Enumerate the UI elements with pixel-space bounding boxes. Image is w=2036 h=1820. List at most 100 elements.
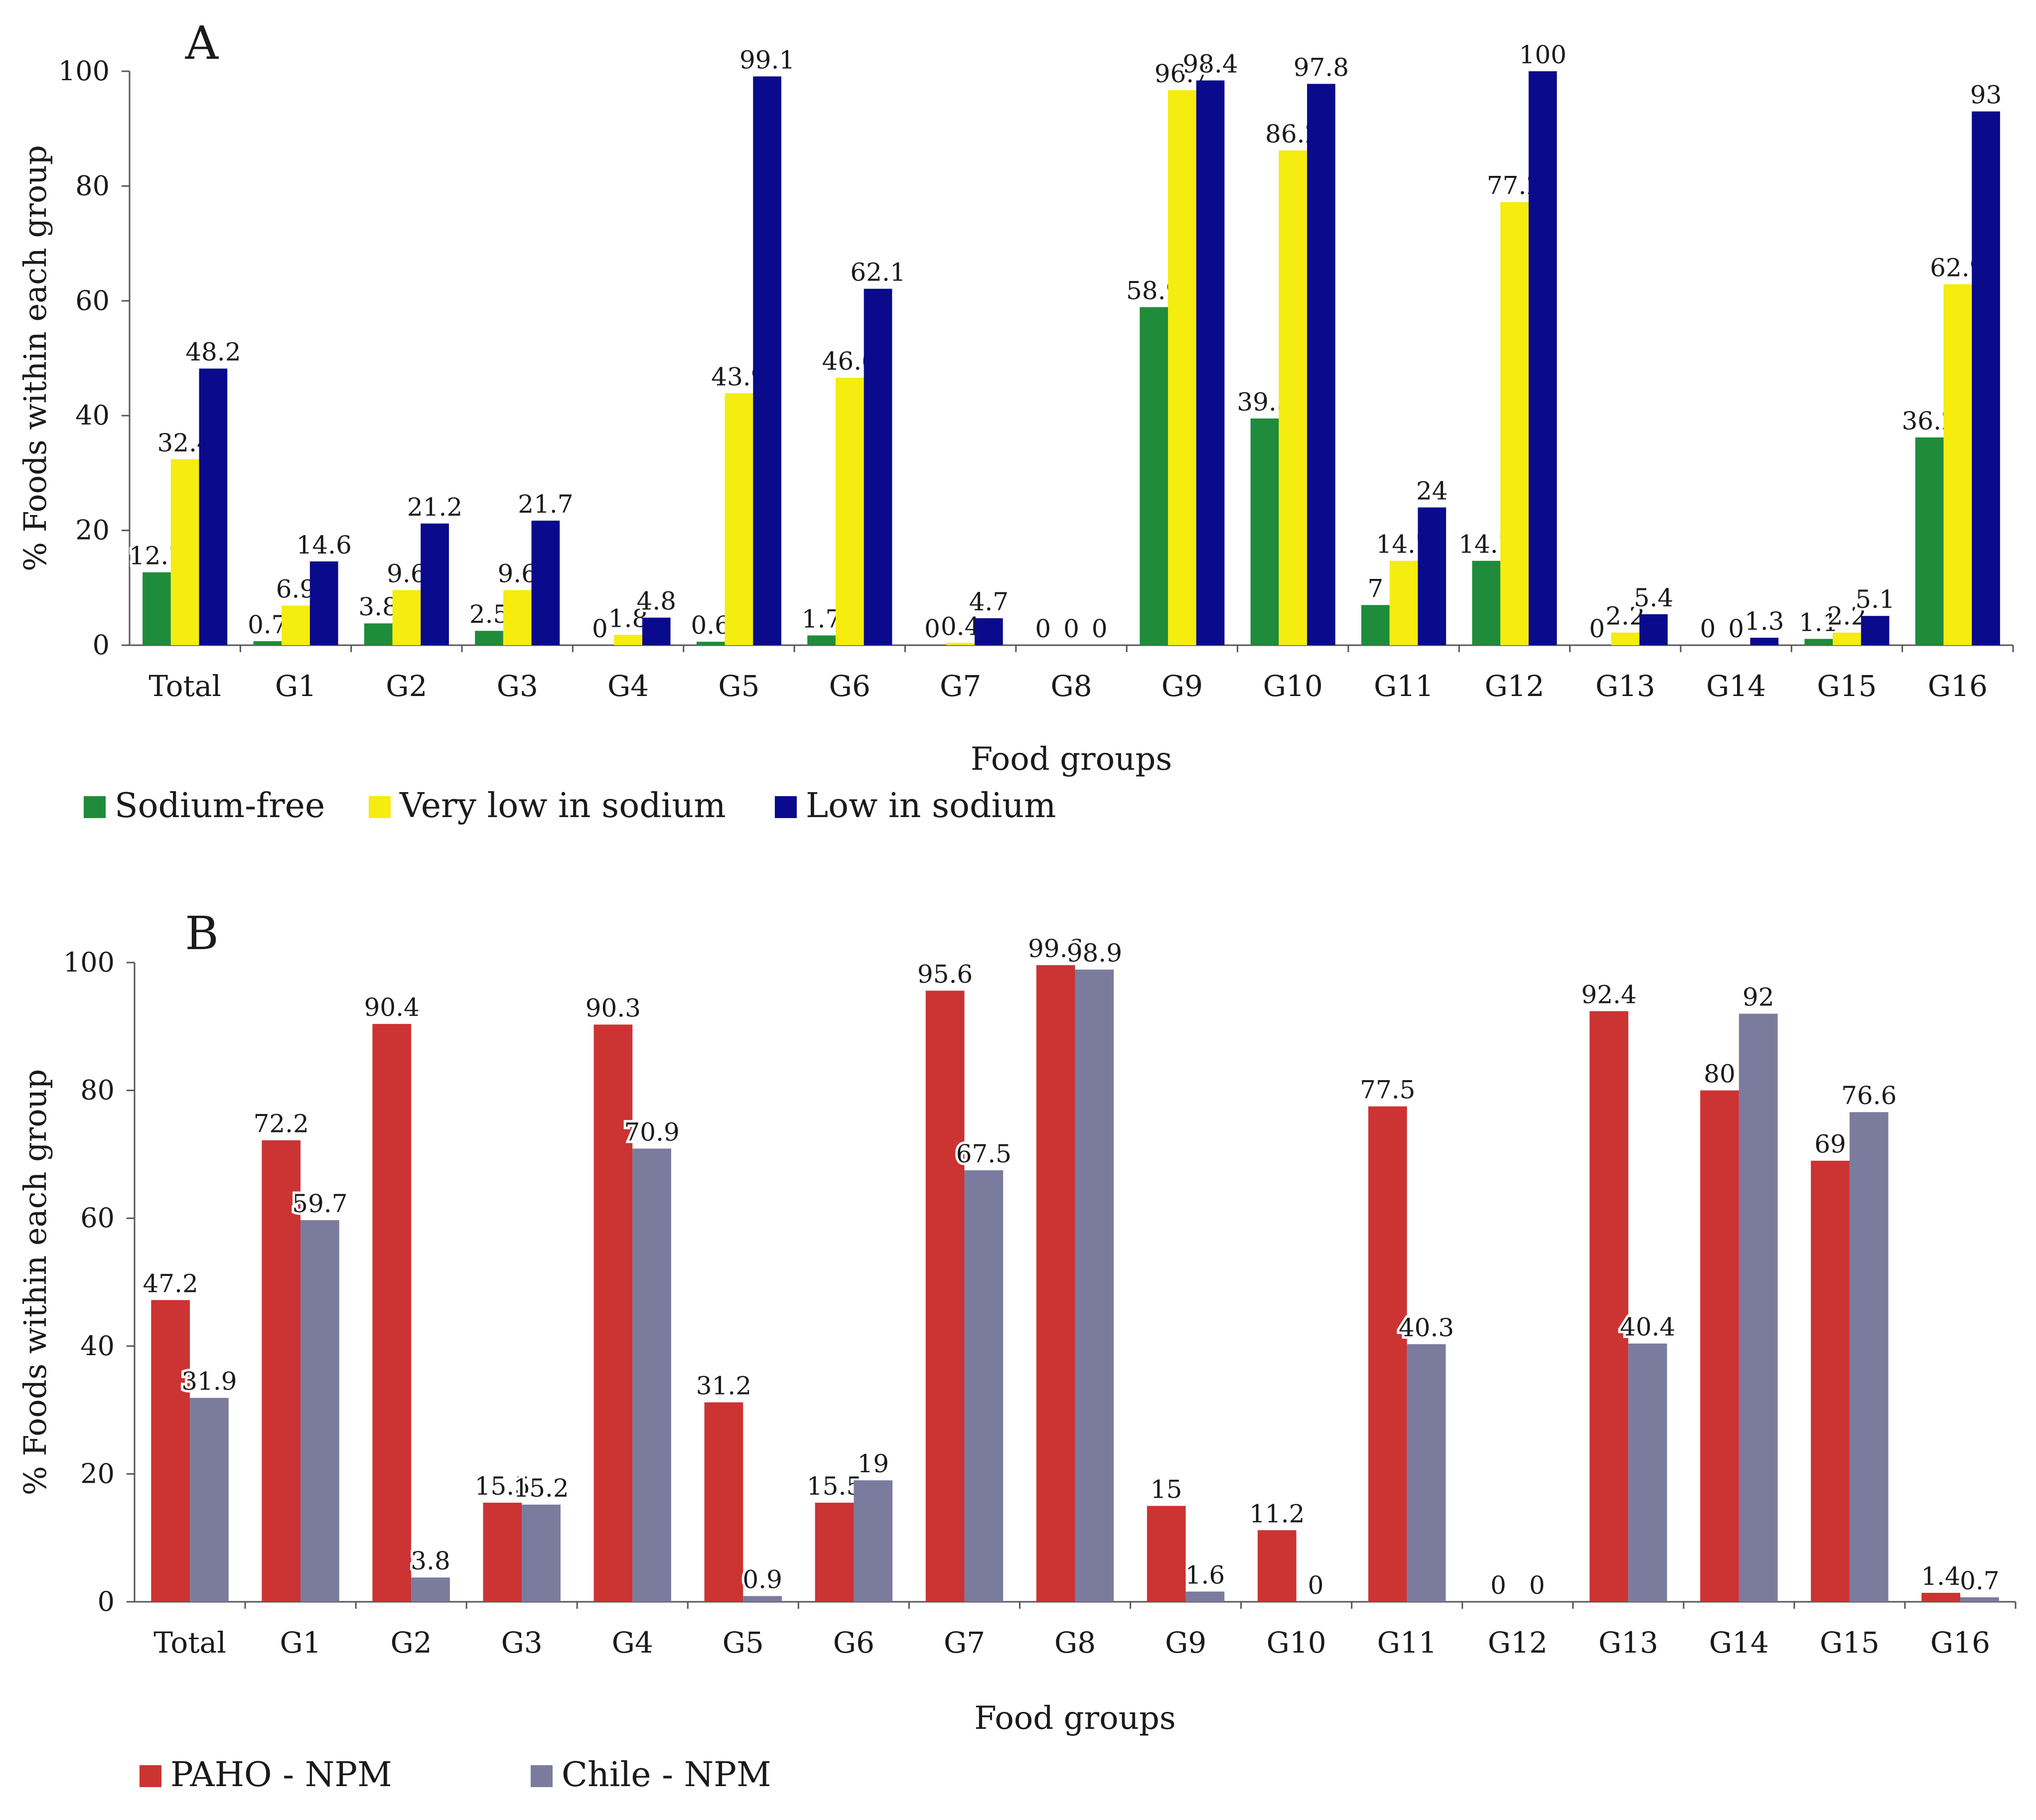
- x-tick-label: G15: [1817, 669, 1877, 703]
- data-label: 15.5: [475, 1472, 530, 1501]
- x-tick-label: G16: [1928, 669, 1988, 703]
- data-label: 97.8: [1294, 53, 1349, 82]
- bar: [190, 1398, 229, 1602]
- bar: [1833, 632, 1861, 645]
- y-axis-title: % Foods within each group: [17, 145, 53, 571]
- x-tick-label: G2: [386, 669, 427, 703]
- bar: [835, 378, 864, 645]
- bar: [300, 1220, 339, 1602]
- bar: [1739, 1013, 1778, 1602]
- bar: [282, 605, 310, 645]
- data-label: 7: [1367, 574, 1383, 603]
- x-axis-title: Food groups: [974, 1700, 1175, 1737]
- data-label: 100: [1519, 40, 1566, 69]
- data-label: 9.6: [497, 559, 537, 588]
- bar: [262, 1140, 301, 1602]
- data-label: 59.7: [292, 1189, 347, 1218]
- data-label: 9.6: [387, 559, 427, 588]
- bar: [253, 641, 282, 645]
- data-label: 1.3: [1745, 607, 1784, 636]
- data-label: 40.4: [1620, 1313, 1675, 1342]
- legend-label: PAHO - NPM: [170, 1755, 392, 1795]
- data-label: 4.8: [637, 587, 677, 616]
- y-tick-label: 100: [58, 55, 110, 87]
- legend-swatch: [531, 1765, 553, 1787]
- bar: [503, 590, 532, 645]
- data-label: 0.7: [1960, 1566, 2000, 1595]
- data-label: 11.2: [1249, 1499, 1305, 1528]
- data-label: 0: [1092, 614, 1108, 643]
- x-tick-label: G14: [1706, 669, 1766, 703]
- bar: [1147, 1506, 1186, 1602]
- bar: [1590, 1011, 1628, 1602]
- bar: [1472, 560, 1501, 645]
- x-tick-label: G5: [723, 1626, 764, 1660]
- bar: [421, 523, 449, 645]
- bar: [815, 1503, 854, 1602]
- bar: [1943, 284, 1972, 645]
- bar: [1500, 202, 1529, 645]
- data-label: 69: [1814, 1130, 1846, 1159]
- y-tick-label: 60: [80, 1202, 115, 1234]
- data-label: 0: [1529, 1571, 1545, 1600]
- bar: [743, 1596, 782, 1602]
- data-label: 21.2: [407, 493, 462, 522]
- x-tick-label: G6: [829, 669, 871, 703]
- bar: [1036, 965, 1075, 1602]
- data-label: 40.3: [1399, 1313, 1454, 1342]
- data-label: 90.3: [585, 993, 641, 1022]
- data-label: 2.5: [469, 600, 509, 629]
- bar: [1611, 632, 1640, 645]
- data-label: 5.1: [1855, 585, 1895, 614]
- data-label: 70.9: [624, 1118, 679, 1146]
- data-label: 15: [1151, 1475, 1182, 1504]
- bar: [593, 1024, 633, 1602]
- data-label: 62.1: [850, 258, 905, 287]
- legend-label: Chile - NPM: [562, 1755, 771, 1795]
- bar: [1849, 1112, 1889, 1602]
- bar: [1140, 307, 1168, 645]
- bar: [854, 1480, 893, 1602]
- bar: [475, 631, 503, 645]
- data-label: 6.9: [276, 575, 316, 604]
- x-tick-label: G8: [1050, 669, 1092, 703]
- data-label: 0: [1490, 1571, 1506, 1600]
- bar: [1811, 1160, 1850, 1602]
- bar: [411, 1577, 450, 1602]
- x-tick-label: G4: [612, 1626, 653, 1660]
- bar: [1361, 605, 1390, 645]
- bar: [864, 288, 892, 645]
- data-label: 0.6: [691, 611, 730, 640]
- x-tick-label: G1: [280, 1626, 321, 1660]
- y-tick-label: 20: [80, 1458, 115, 1489]
- bar: [1307, 84, 1335, 645]
- x-tick-label: G11: [1377, 1626, 1437, 1660]
- bar: [170, 459, 199, 645]
- legend-label: Low in sodium: [806, 786, 1056, 826]
- bar: [1700, 1090, 1739, 1602]
- x-tick-label: G3: [497, 669, 538, 703]
- data-label: 0: [1589, 614, 1605, 643]
- data-label: 47.2: [143, 1269, 198, 1298]
- legend-swatch: [775, 796, 797, 818]
- bar: [704, 1402, 743, 1602]
- bar: [1279, 150, 1308, 645]
- bar: [1921, 1593, 1960, 1602]
- bar: [1168, 90, 1196, 646]
- bar: [364, 623, 393, 645]
- bar: [807, 635, 836, 645]
- data-label: 19: [857, 1449, 889, 1478]
- bar: [964, 1170, 1004, 1602]
- panel-label: B: [185, 907, 219, 960]
- data-label: 5.4: [1634, 583, 1674, 612]
- data-label: 0: [1700, 614, 1716, 643]
- data-label: 2.2: [1605, 602, 1645, 631]
- data-label: 98.9: [1067, 939, 1122, 968]
- bar: [143, 572, 171, 645]
- x-tick-label: G2: [391, 1626, 432, 1660]
- data-label: 0: [924, 614, 940, 643]
- bar: [614, 635, 642, 645]
- y-tick-label: 100: [63, 947, 115, 978]
- data-label: 31.9: [181, 1367, 237, 1396]
